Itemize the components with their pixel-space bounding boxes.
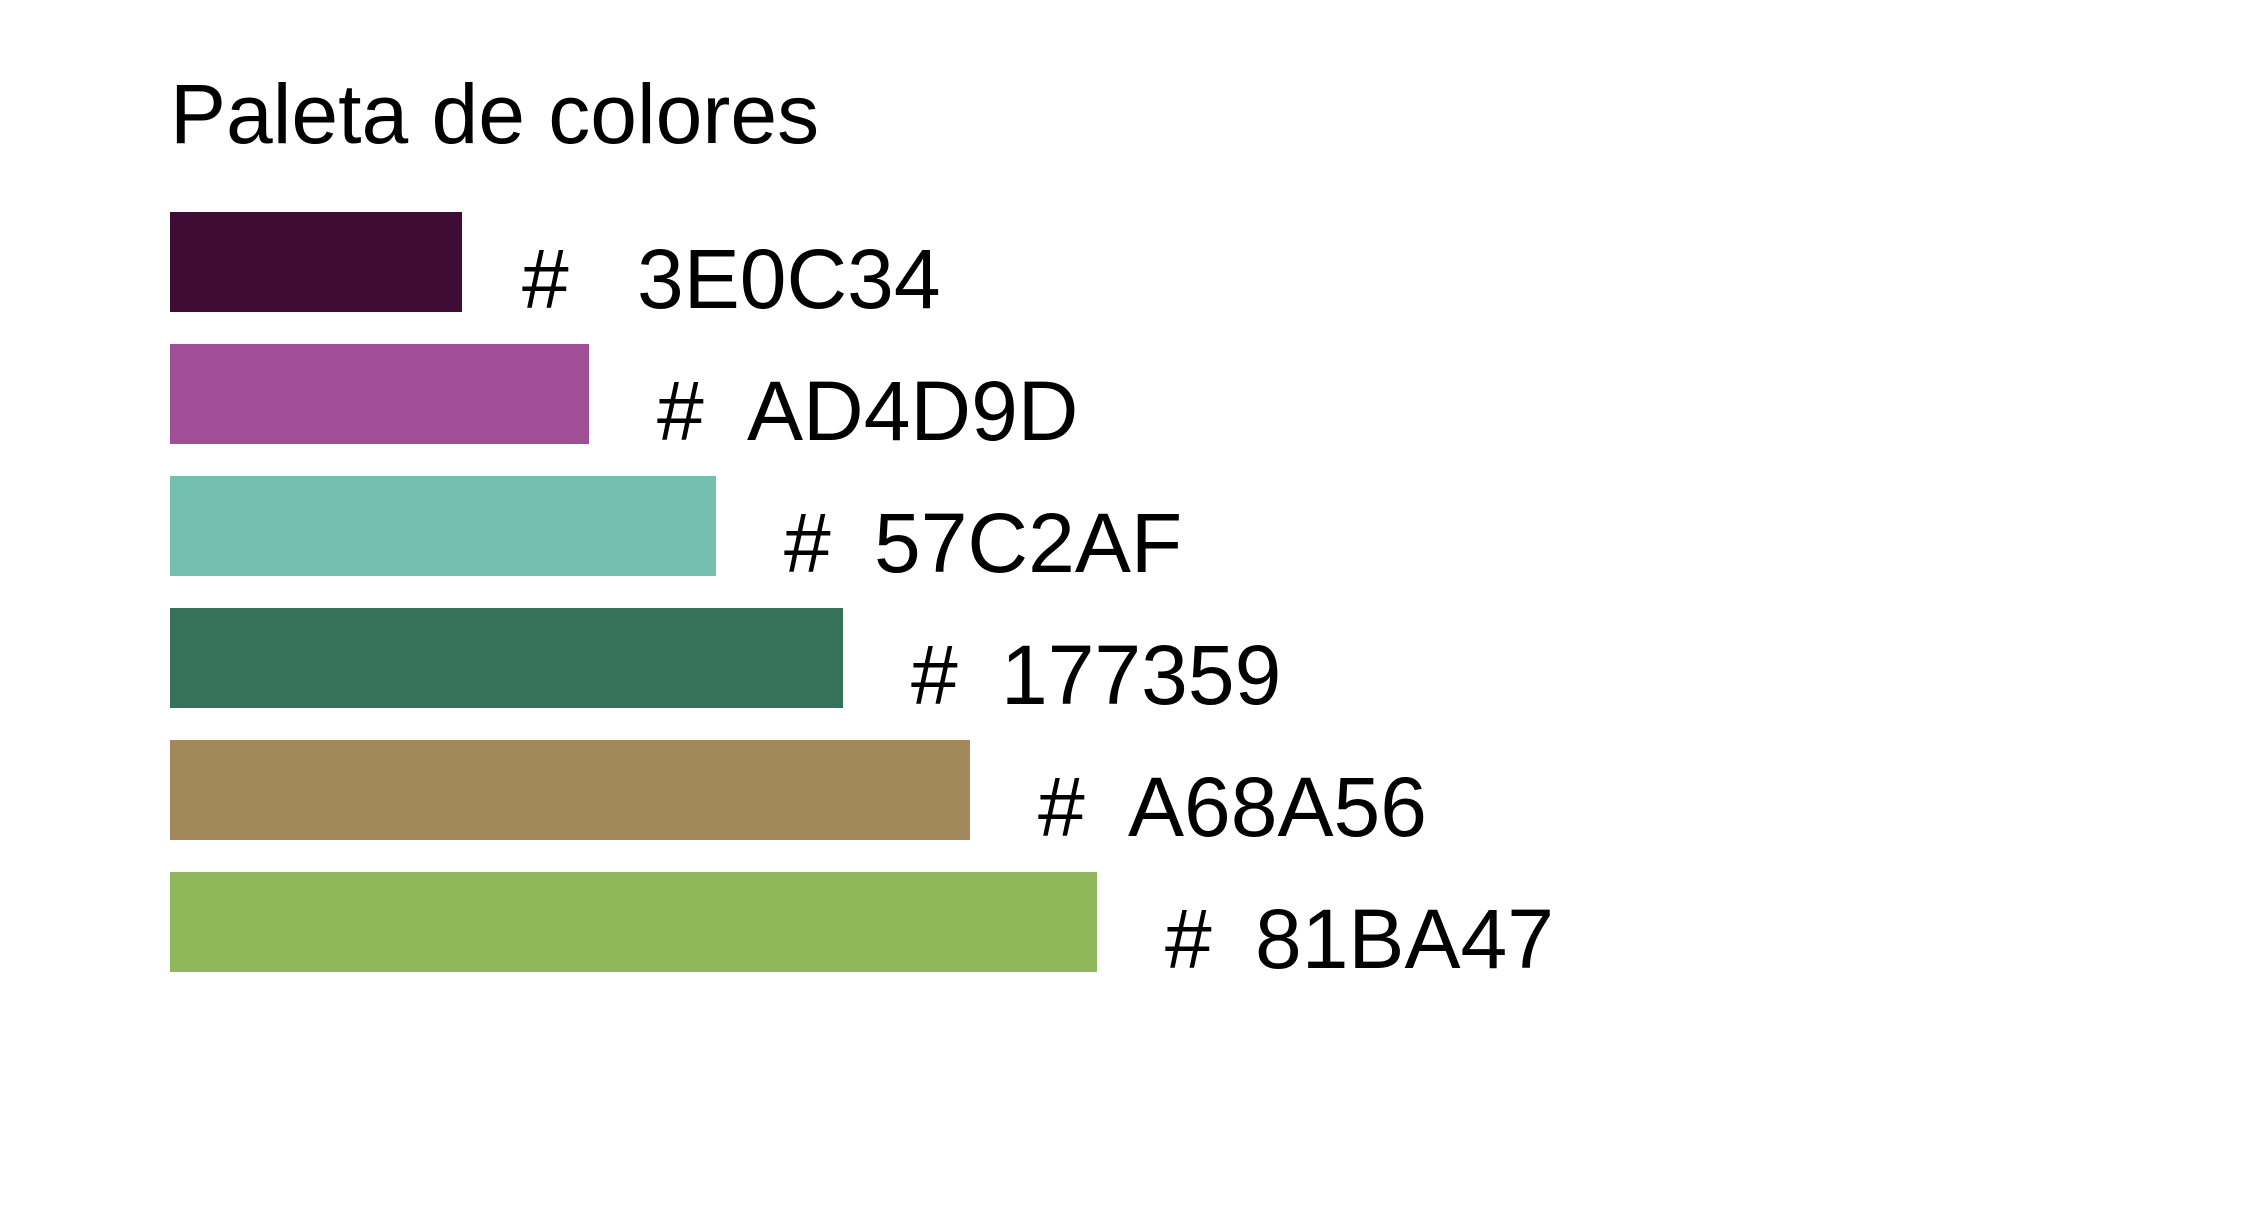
hash-symbol: # bbox=[784, 496, 831, 590]
hash-symbol: # bbox=[911, 628, 958, 722]
palette-bar-a68a56 bbox=[170, 740, 970, 840]
hash-symbol: # bbox=[522, 232, 569, 326]
hex-code-label: 3E0C34 bbox=[637, 232, 941, 326]
hex-code-label: 81BA47 bbox=[1255, 892, 1554, 986]
hex-code-label: 177359 bbox=[1001, 628, 1281, 722]
palette-bar-81ba47 bbox=[170, 872, 1097, 972]
hash-symbol: # bbox=[1038, 760, 1085, 854]
hex-code-label: AD4D9D bbox=[747, 364, 1078, 458]
palette-bar-ad4d9d bbox=[170, 344, 589, 444]
hex-code-label: A68A56 bbox=[1128, 760, 1427, 854]
palette-bar-57c2af bbox=[170, 476, 716, 576]
palette-bar-177359 bbox=[170, 608, 843, 708]
hex-code-label: 57C2AF bbox=[874, 496, 1182, 590]
hash-symbol: # bbox=[657, 364, 704, 458]
palette-bar-3e0c34 bbox=[170, 212, 462, 312]
labels-group: #3E0C34 # AD4D9D # 57C2AF # 177359 # A68A56 # 81BA… bbox=[522, 232, 1554, 986]
hash-symbol: # bbox=[1165, 892, 1212, 986]
chart-title: Paleta de colores bbox=[170, 67, 819, 161]
bars-group bbox=[170, 212, 1097, 972]
